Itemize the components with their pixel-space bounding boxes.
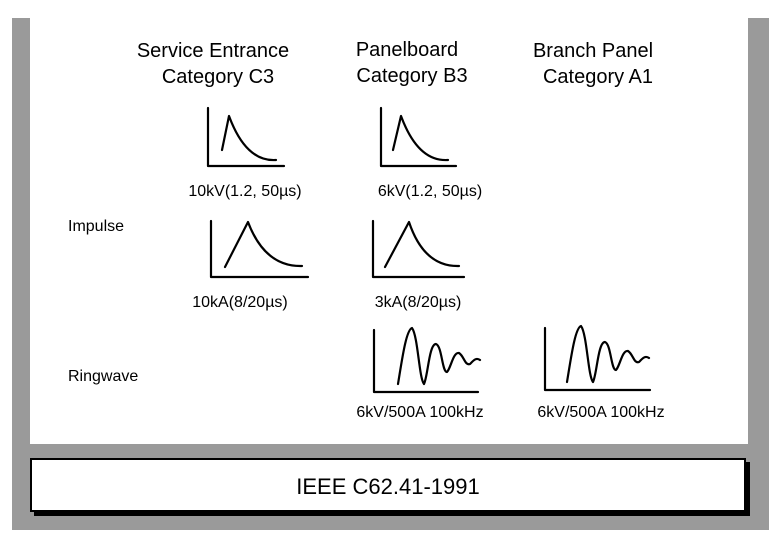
waveform-a1-ringwave: [543, 324, 652, 392]
label-b3-ringwave: 6kV/500A 100kHz: [356, 404, 483, 421]
waveform-c3-voltage-impulse: [206, 106, 286, 168]
label-a1-ringwave: 6kV/500A 100kHz: [537, 404, 664, 421]
waveform-b3-voltage-impulse: [379, 106, 458, 168]
row-label-ringwave: Ringwave: [68, 368, 138, 385]
waveform-b3-current-impulse: [371, 219, 466, 279]
standard-reference-box: IEEE C62.41-1991: [30, 458, 746, 512]
diagram-panel: [30, 18, 748, 444]
header-b3-line1: Panelboard: [356, 39, 458, 61]
header-c3-line2: Category C3: [162, 66, 274, 88]
waveform-b3-ringwave: [372, 326, 482, 394]
label-b3-current: 3kA(8/20µs): [375, 294, 462, 311]
surge-category-diagram: Service Entrance Category C3 Panelboard …: [30, 18, 748, 444]
row-label-impulse: Impulse: [68, 218, 124, 235]
waveform-c3-current-impulse: [209, 219, 310, 279]
label-c3-voltage: 10kV(1.2, 50µs): [188, 183, 301, 200]
header-a1-line2: Category A1: [543, 66, 653, 88]
label-c3-current: 10kA(8/20µs): [192, 294, 287, 311]
header-a1-line1: Branch Panel: [533, 40, 653, 62]
label-b3-voltage: 6kV(1.2, 50µs): [378, 183, 482, 200]
header-b3-line2: Category B3: [356, 65, 467, 87]
standard-reference-text: IEEE C62.41-1991: [296, 474, 480, 499]
header-c3-line1: Service Entrance: [137, 40, 289, 62]
